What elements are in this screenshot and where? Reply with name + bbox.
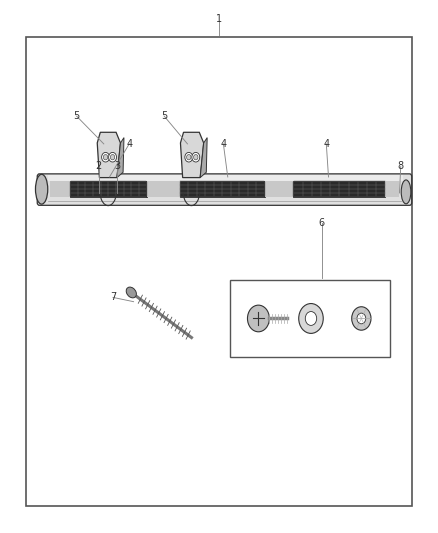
Text: 4: 4 xyxy=(126,139,132,149)
Circle shape xyxy=(192,152,200,162)
Bar xyxy=(147,181,180,197)
Circle shape xyxy=(103,155,108,160)
Ellipse shape xyxy=(126,287,136,298)
Bar xyxy=(385,181,399,197)
Circle shape xyxy=(187,155,191,160)
Text: 6: 6 xyxy=(319,218,325,228)
Text: 5: 5 xyxy=(161,111,167,121)
Polygon shape xyxy=(117,138,124,177)
Text: 7: 7 xyxy=(110,293,116,302)
Circle shape xyxy=(185,152,193,162)
Circle shape xyxy=(194,155,198,160)
Bar xyxy=(180,181,265,197)
Circle shape xyxy=(305,311,317,325)
Circle shape xyxy=(109,152,117,162)
Bar xyxy=(70,181,147,197)
Bar xyxy=(230,280,390,357)
FancyBboxPatch shape xyxy=(37,174,412,205)
Text: 2: 2 xyxy=(95,161,102,171)
Polygon shape xyxy=(97,132,120,177)
Text: 3: 3 xyxy=(114,161,120,171)
Circle shape xyxy=(110,155,115,160)
Bar xyxy=(265,181,293,197)
Bar xyxy=(48,175,403,181)
Bar xyxy=(26,37,412,506)
Circle shape xyxy=(102,152,110,162)
Circle shape xyxy=(352,307,371,330)
Ellipse shape xyxy=(401,180,411,204)
Text: 8: 8 xyxy=(398,161,404,171)
Text: 5: 5 xyxy=(74,111,80,121)
Polygon shape xyxy=(180,132,204,177)
Text: 4: 4 xyxy=(220,139,226,149)
Ellipse shape xyxy=(35,174,48,204)
Circle shape xyxy=(357,313,366,324)
Text: 4: 4 xyxy=(323,139,329,149)
Bar xyxy=(50,181,70,197)
Text: 1: 1 xyxy=(216,14,222,23)
Circle shape xyxy=(299,304,323,334)
Circle shape xyxy=(247,305,269,332)
Polygon shape xyxy=(200,138,207,177)
Bar xyxy=(293,181,385,197)
